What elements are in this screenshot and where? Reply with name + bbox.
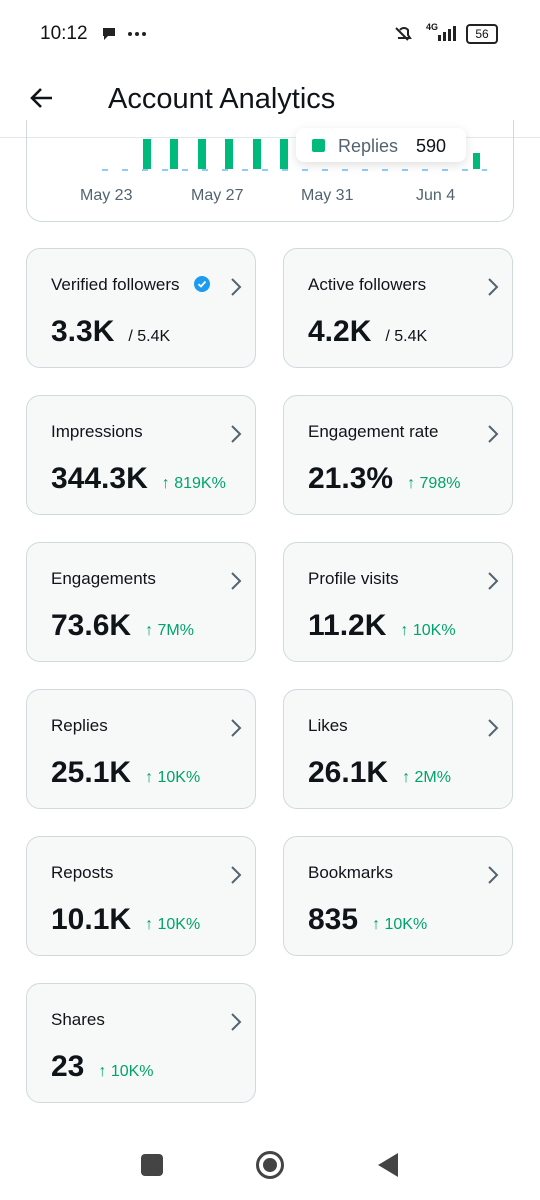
tooltip-label: Replies [338, 136, 399, 156]
metric-change: ↑ 10K% [145, 916, 201, 933]
signal-icons [395, 26, 456, 41]
metric-card[interactable]: Reposts 10.1K ↑ 10K% [26, 836, 256, 956]
chart-card [26, 120, 514, 222]
x-axis-label: May 23 [80, 187, 133, 204]
value-text: 73.6K [51, 609, 132, 642]
metric-title: Replies [51, 716, 108, 735]
metric-value: 23 ↑ 10K% [51, 1050, 154, 1084]
metric-value: 4.2K / 5.4K [308, 315, 427, 349]
metric-value: 344.3K ↑ 819K% [51, 462, 226, 496]
metric-card[interactable]: Engagements 73.6K ↑ 7M% [26, 542, 256, 662]
value-text: 10.1K [51, 903, 132, 936]
metric-change: ↑ 10K% [145, 769, 201, 786]
metric-change: ↑ 10K% [372, 916, 428, 933]
metric-card[interactable]: Verified followers 3.3K / 5.4K [26, 248, 256, 368]
nav-recent[interactable] [141, 1154, 163, 1176]
metric-title: Engagements [51, 569, 156, 588]
metric-value: 25.1K ↑ 10K% [51, 756, 200, 790]
metric-change: ↑ 798% [407, 475, 461, 492]
metric-change: ↑ 10K% [98, 1063, 154, 1080]
battery: 56 [466, 24, 498, 44]
chart-bars [102, 139, 487, 171]
chevron [488, 719, 499, 737]
divider [0, 137, 540, 138]
page-title: Account Analytics [108, 83, 336, 115]
metric-card[interactable]: Replies 25.1K ↑ 10K% [26, 689, 256, 809]
chevron [231, 866, 242, 884]
metric-title: Profile visits [308, 569, 399, 588]
metric-value: 835 ↑ 10K% [308, 903, 427, 937]
metric-change: ↑ 2M% [402, 769, 451, 786]
metric-title: Likes [308, 716, 348, 735]
back-button[interactable] [28, 84, 56, 112]
tooltip-value: 590 [416, 136, 447, 156]
metric-card[interactable]: Bookmarks 835 ↑ 10K% [283, 836, 513, 956]
metric-card[interactable]: Engagement rate 21.3% ↑ 798% [283, 395, 513, 515]
metric-value: 73.6K ↑ 7M% [51, 609, 194, 643]
value-text: 344.3K [51, 462, 148, 495]
chevron [231, 572, 242, 590]
network: 4G [426, 22, 439, 32]
chevron [231, 425, 242, 443]
value-text: 3.3K [51, 315, 115, 348]
verified-badge [194, 276, 210, 292]
metric-title: Verified followers [51, 275, 180, 294]
metric-title: Reposts [51, 863, 114, 882]
chevron [231, 719, 242, 737]
chevron [488, 425, 499, 443]
chevron [488, 572, 499, 590]
tooltip: Replies 590 [296, 128, 466, 162]
metric-card[interactable]: Likes 26.1K ↑ 2M% [283, 689, 513, 809]
metric-title: Bookmarks [308, 863, 394, 882]
chevron [488, 866, 499, 884]
nav-home[interactable] [256, 1151, 284, 1179]
metric-total: / 5.4K [385, 328, 428, 345]
metric-value: 26.1K ↑ 2M% [308, 756, 451, 790]
metric-value: 3.3K / 5.4K [51, 315, 170, 349]
status-time: 10:12 [40, 23, 88, 44]
metric-card[interactable]: Shares 23 ↑ 10K% [26, 983, 256, 1103]
tooltip-swatch [312, 139, 325, 152]
metric-total: / 5.4K [128, 328, 171, 345]
x-axis-label: May 27 [191, 187, 244, 204]
metric-change: ↑ 10K% [400, 622, 456, 639]
metric-value: 10.1K ↑ 10K% [51, 903, 200, 937]
status-icons [103, 28, 146, 40]
metric-card[interactable]: Impressions 344.3K ↑ 819K% [26, 395, 256, 515]
value-text: 835 [308, 903, 359, 936]
metric-title: Impressions [51, 422, 143, 441]
metric-change: ↑ 819K% [161, 475, 226, 492]
metric-card[interactable]: Active followers 4.2K / 5.4K [283, 248, 513, 368]
value-text: 21.3% [308, 462, 394, 495]
metric-change: ↑ 7M% [145, 622, 194, 639]
metric-card[interactable]: Profile visits 11.2K ↑ 10K% [283, 542, 513, 662]
metric-title: Shares [51, 1010, 105, 1029]
value-text: 26.1K [308, 756, 389, 789]
chevron [231, 1013, 242, 1031]
x-axis-label: Jun 4 [416, 187, 456, 204]
value-text: 11.2K [308, 609, 387, 642]
metric-title: Active followers [308, 275, 427, 294]
metric-value: 11.2K ↑ 10K% [308, 609, 456, 643]
metric-title: Engagement rate [308, 422, 439, 441]
value-text: 25.1K [51, 756, 132, 789]
chevron [488, 278, 499, 296]
value-text: 4.2K [308, 315, 372, 348]
x-axis-label: May 31 [301, 187, 354, 204]
nav-back[interactable] [376, 1151, 400, 1179]
metric-value: 21.3% ↑ 798% [308, 462, 460, 496]
chevron [231, 278, 242, 296]
value-text: 23 [51, 1050, 85, 1083]
